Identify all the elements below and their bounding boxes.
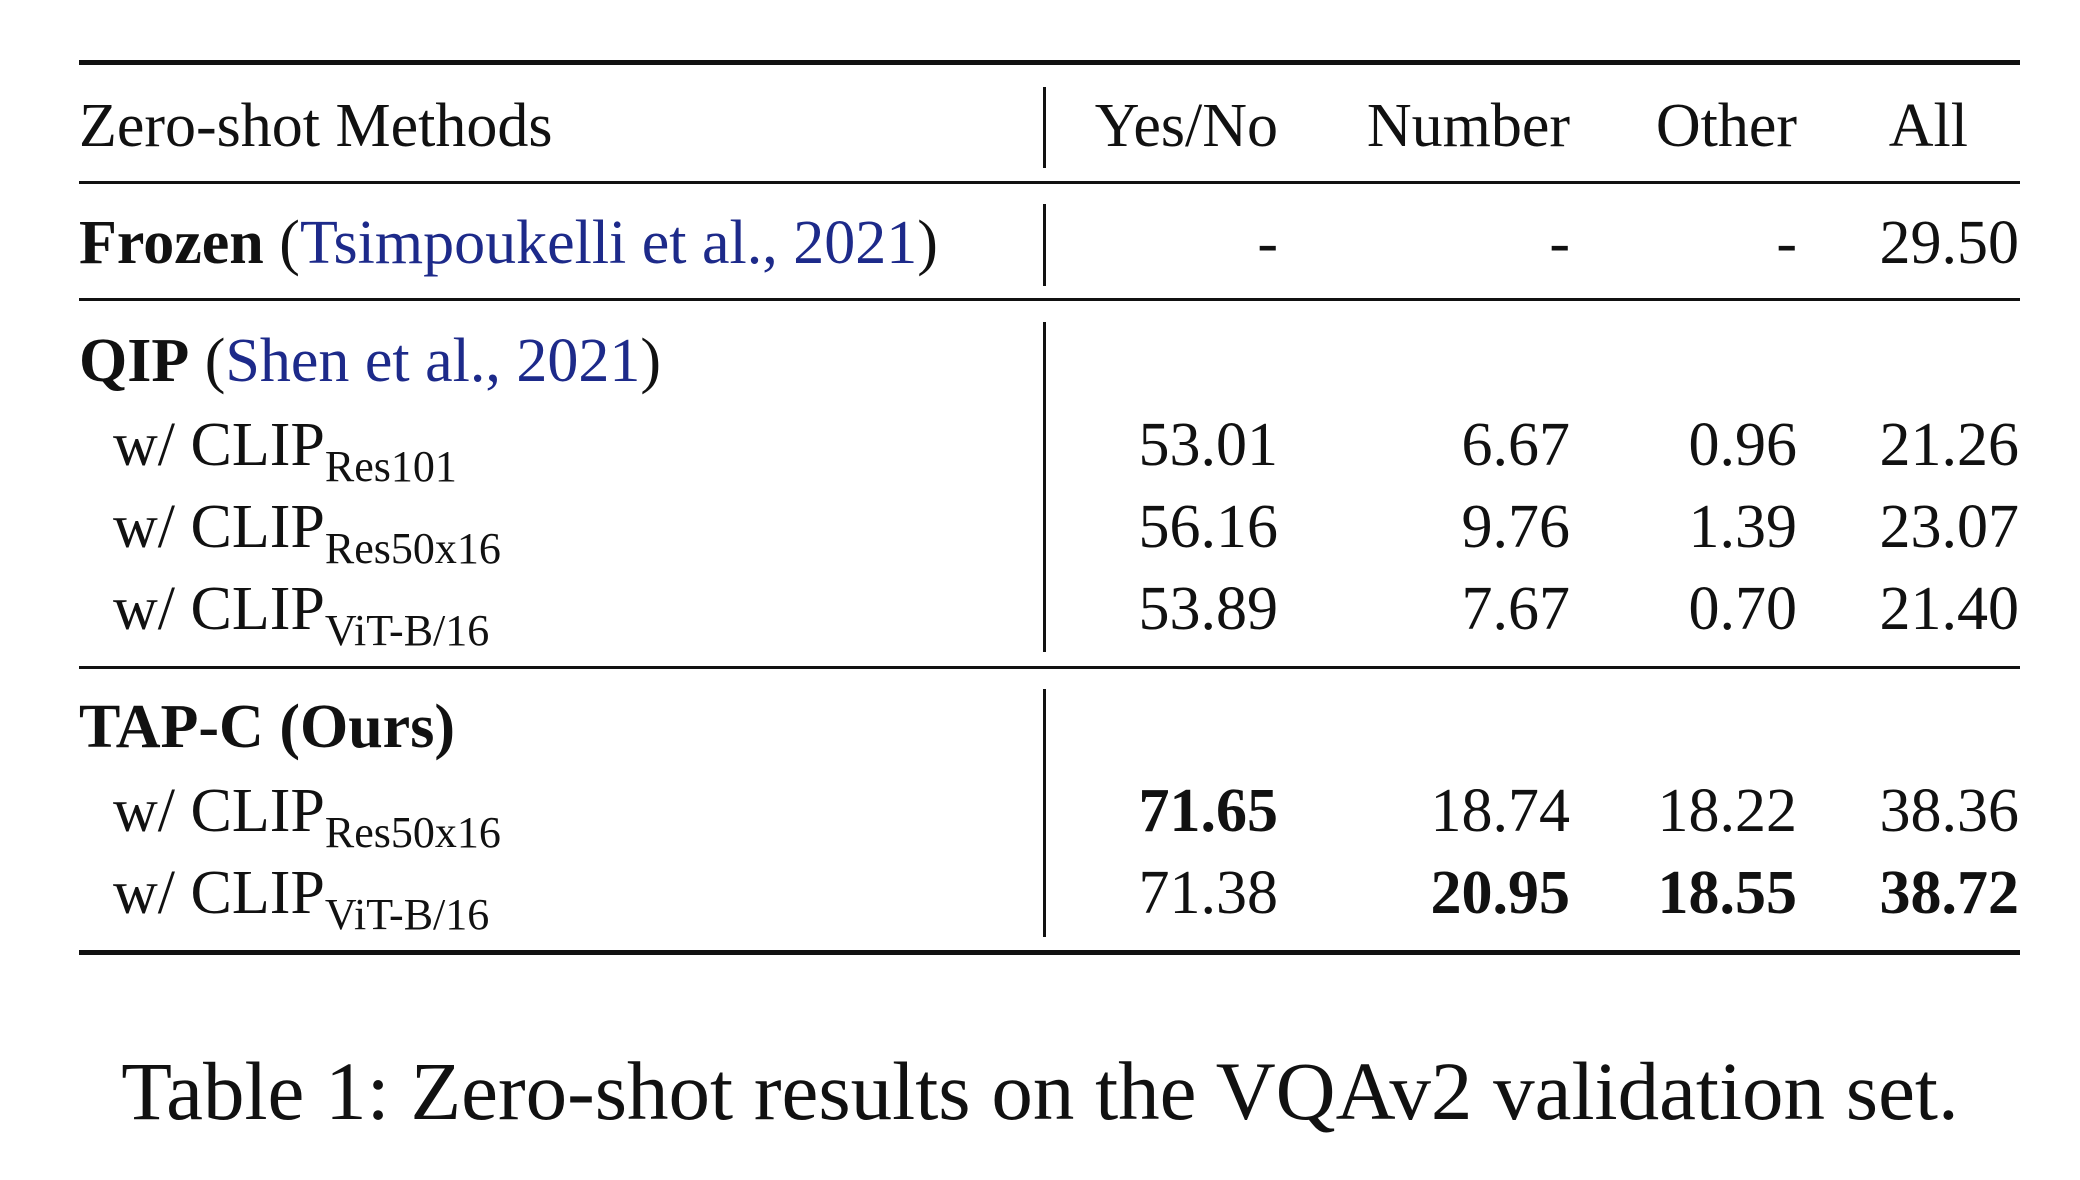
- tapc-row-other: 18.55: [1657, 859, 1798, 927]
- model-subscript: ViT-B/16: [324, 606, 490, 655]
- qip-row-all: 21.26: [1879, 411, 2020, 479]
- frozen-all: 29.50: [1879, 209, 2020, 277]
- frozen-name: Frozen: [79, 209, 264, 277]
- qip-row-label: w/ CLIPRes50x16: [113, 493, 501, 573]
- qip-row-all: 23.07: [1879, 493, 2020, 561]
- model-subscript: Res50x16: [324, 808, 501, 857]
- qip-row-other: 1.39: [1688, 493, 1798, 561]
- col-separator: [1043, 322, 1046, 652]
- qip-row-label: w/ CLIPRes101: [113, 411, 457, 491]
- tapc-row-label: w/ CLIPViT-B/16: [113, 859, 490, 939]
- qip-row-number: 6.67: [1461, 411, 1571, 479]
- tapc-row-all: 38.36: [1879, 777, 2020, 845]
- tapc-row-all: 38.72: [1879, 859, 2020, 927]
- qip-row-label: w/ CLIPViT-B/16: [113, 575, 490, 655]
- frozen-yes-no: -: [1257, 209, 1278, 277]
- frozen-other: -: [1776, 209, 1797, 277]
- qip-row-yes-no: 53.89: [1138, 575, 1279, 643]
- qip-row-yes-no: 56.16: [1138, 493, 1279, 561]
- qip-row-all: 21.40: [1879, 575, 2020, 643]
- model-subscript: ViT-B/16: [324, 890, 490, 939]
- qip-row-other: 0.96: [1688, 411, 1798, 479]
- qip-row-yes-no: 53.01: [1138, 411, 1279, 479]
- tapc-method: TAP-C (Ours): [79, 693, 455, 761]
- header-method: Zero-shot Methods: [79, 92, 553, 160]
- col-separator: [1043, 204, 1046, 286]
- header-yes-no: Yes/No: [1094, 92, 1278, 160]
- qip-method: QIP (Shen et al., 2021): [79, 327, 662, 395]
- tapc-row-yes-no: 71.65: [1138, 777, 1279, 845]
- tapc-row-label: w/ CLIPRes50x16: [113, 777, 501, 857]
- qip-citation-link[interactable]: Shen et al., 2021: [225, 327, 641, 395]
- qip-rule: [79, 666, 2020, 669]
- tapc-row-yes-no: 71.38: [1138, 859, 1279, 927]
- qip-row-other: 0.70: [1688, 575, 1798, 643]
- header-all: All: [1888, 92, 1968, 160]
- col-separator: [1043, 689, 1046, 937]
- frozen-number: -: [1549, 209, 1570, 277]
- header-rule: [79, 181, 2020, 184]
- col-separator: [1043, 87, 1046, 168]
- model-subscript: Res50x16: [324, 524, 501, 573]
- header-other: Other: [1655, 92, 1797, 160]
- bottom-rule: [79, 950, 2020, 955]
- qip-row-number: 7.67: [1461, 575, 1571, 643]
- frozen-method: Frozen (Tsimpoukelli et al., 2021): [79, 209, 938, 277]
- model-subscript: Res101: [324, 442, 457, 491]
- qip-name: QIP: [79, 327, 190, 395]
- header-number: Number: [1366, 92, 1570, 160]
- tapc-row-number: 20.95: [1430, 859, 1571, 927]
- qip-row-number: 9.76: [1461, 493, 1571, 561]
- frozen-citation-link[interactable]: Tsimpoukelli et al., 2021: [299, 209, 918, 277]
- frozen-rule: [79, 298, 2020, 301]
- tapc-row-other: 18.22: [1657, 777, 1798, 845]
- top-rule: [79, 60, 2020, 65]
- tapc-row-number: 18.74: [1430, 777, 1571, 845]
- table-caption: Table 1: Zero-shot results on the VQAv2 …: [121, 1045, 1959, 1137]
